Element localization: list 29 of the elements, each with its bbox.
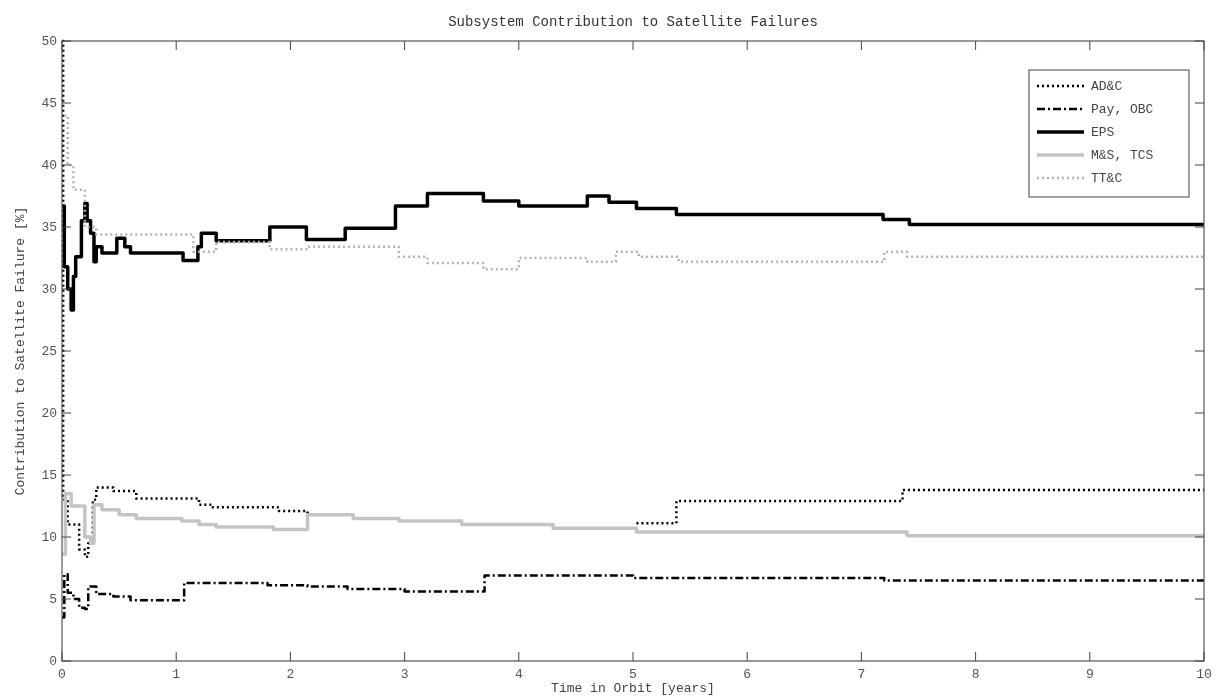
x-tick-label: 5 — [629, 667, 637, 682]
y-tick-label: 40 — [41, 158, 57, 173]
y-tick-label: 30 — [41, 282, 57, 297]
legend-label: EPS — [1091, 125, 1115, 140]
legend-label: AD&C — [1091, 79, 1123, 94]
x-tick-label: 9 — [1085, 667, 1094, 682]
x-tick-label: 1 — [172, 667, 181, 682]
y-tick-label: 45 — [41, 96, 57, 111]
x-tick-label: 10 — [1196, 667, 1212, 682]
y-tick-label: 50 — [41, 34, 57, 49]
y-tick-label: 35 — [41, 220, 57, 235]
y-tick-label: 15 — [41, 468, 57, 483]
y-tick-label: 10 — [41, 530, 57, 545]
y-tick-label: 0 — [49, 654, 57, 669]
x-axis-title: Time in Orbit [years] — [551, 681, 715, 696]
x-tick-label: 2 — [286, 667, 295, 682]
x-tick-label: 3 — [400, 667, 409, 682]
x-tick-label: 8 — [971, 667, 980, 682]
legend-label: TT&C — [1091, 171, 1123, 186]
legend-label: Pay, OBC — [1091, 102, 1154, 117]
y-axis-title: Contribution to Satellite Failure [%] — [13, 206, 28, 496]
y-tick-label: 5 — [49, 592, 57, 607]
y-tick-label: 25 — [41, 344, 57, 359]
x-tick-label: 4 — [514, 667, 523, 682]
x-tick-label: 6 — [743, 667, 752, 682]
x-tick-label: 7 — [857, 667, 866, 682]
legend-label: M&S, TCS — [1091, 148, 1154, 163]
chart-title: Subsystem Contribution to Satellite Failures — [448, 14, 818, 30]
y-tick-label: 20 — [41, 406, 57, 421]
